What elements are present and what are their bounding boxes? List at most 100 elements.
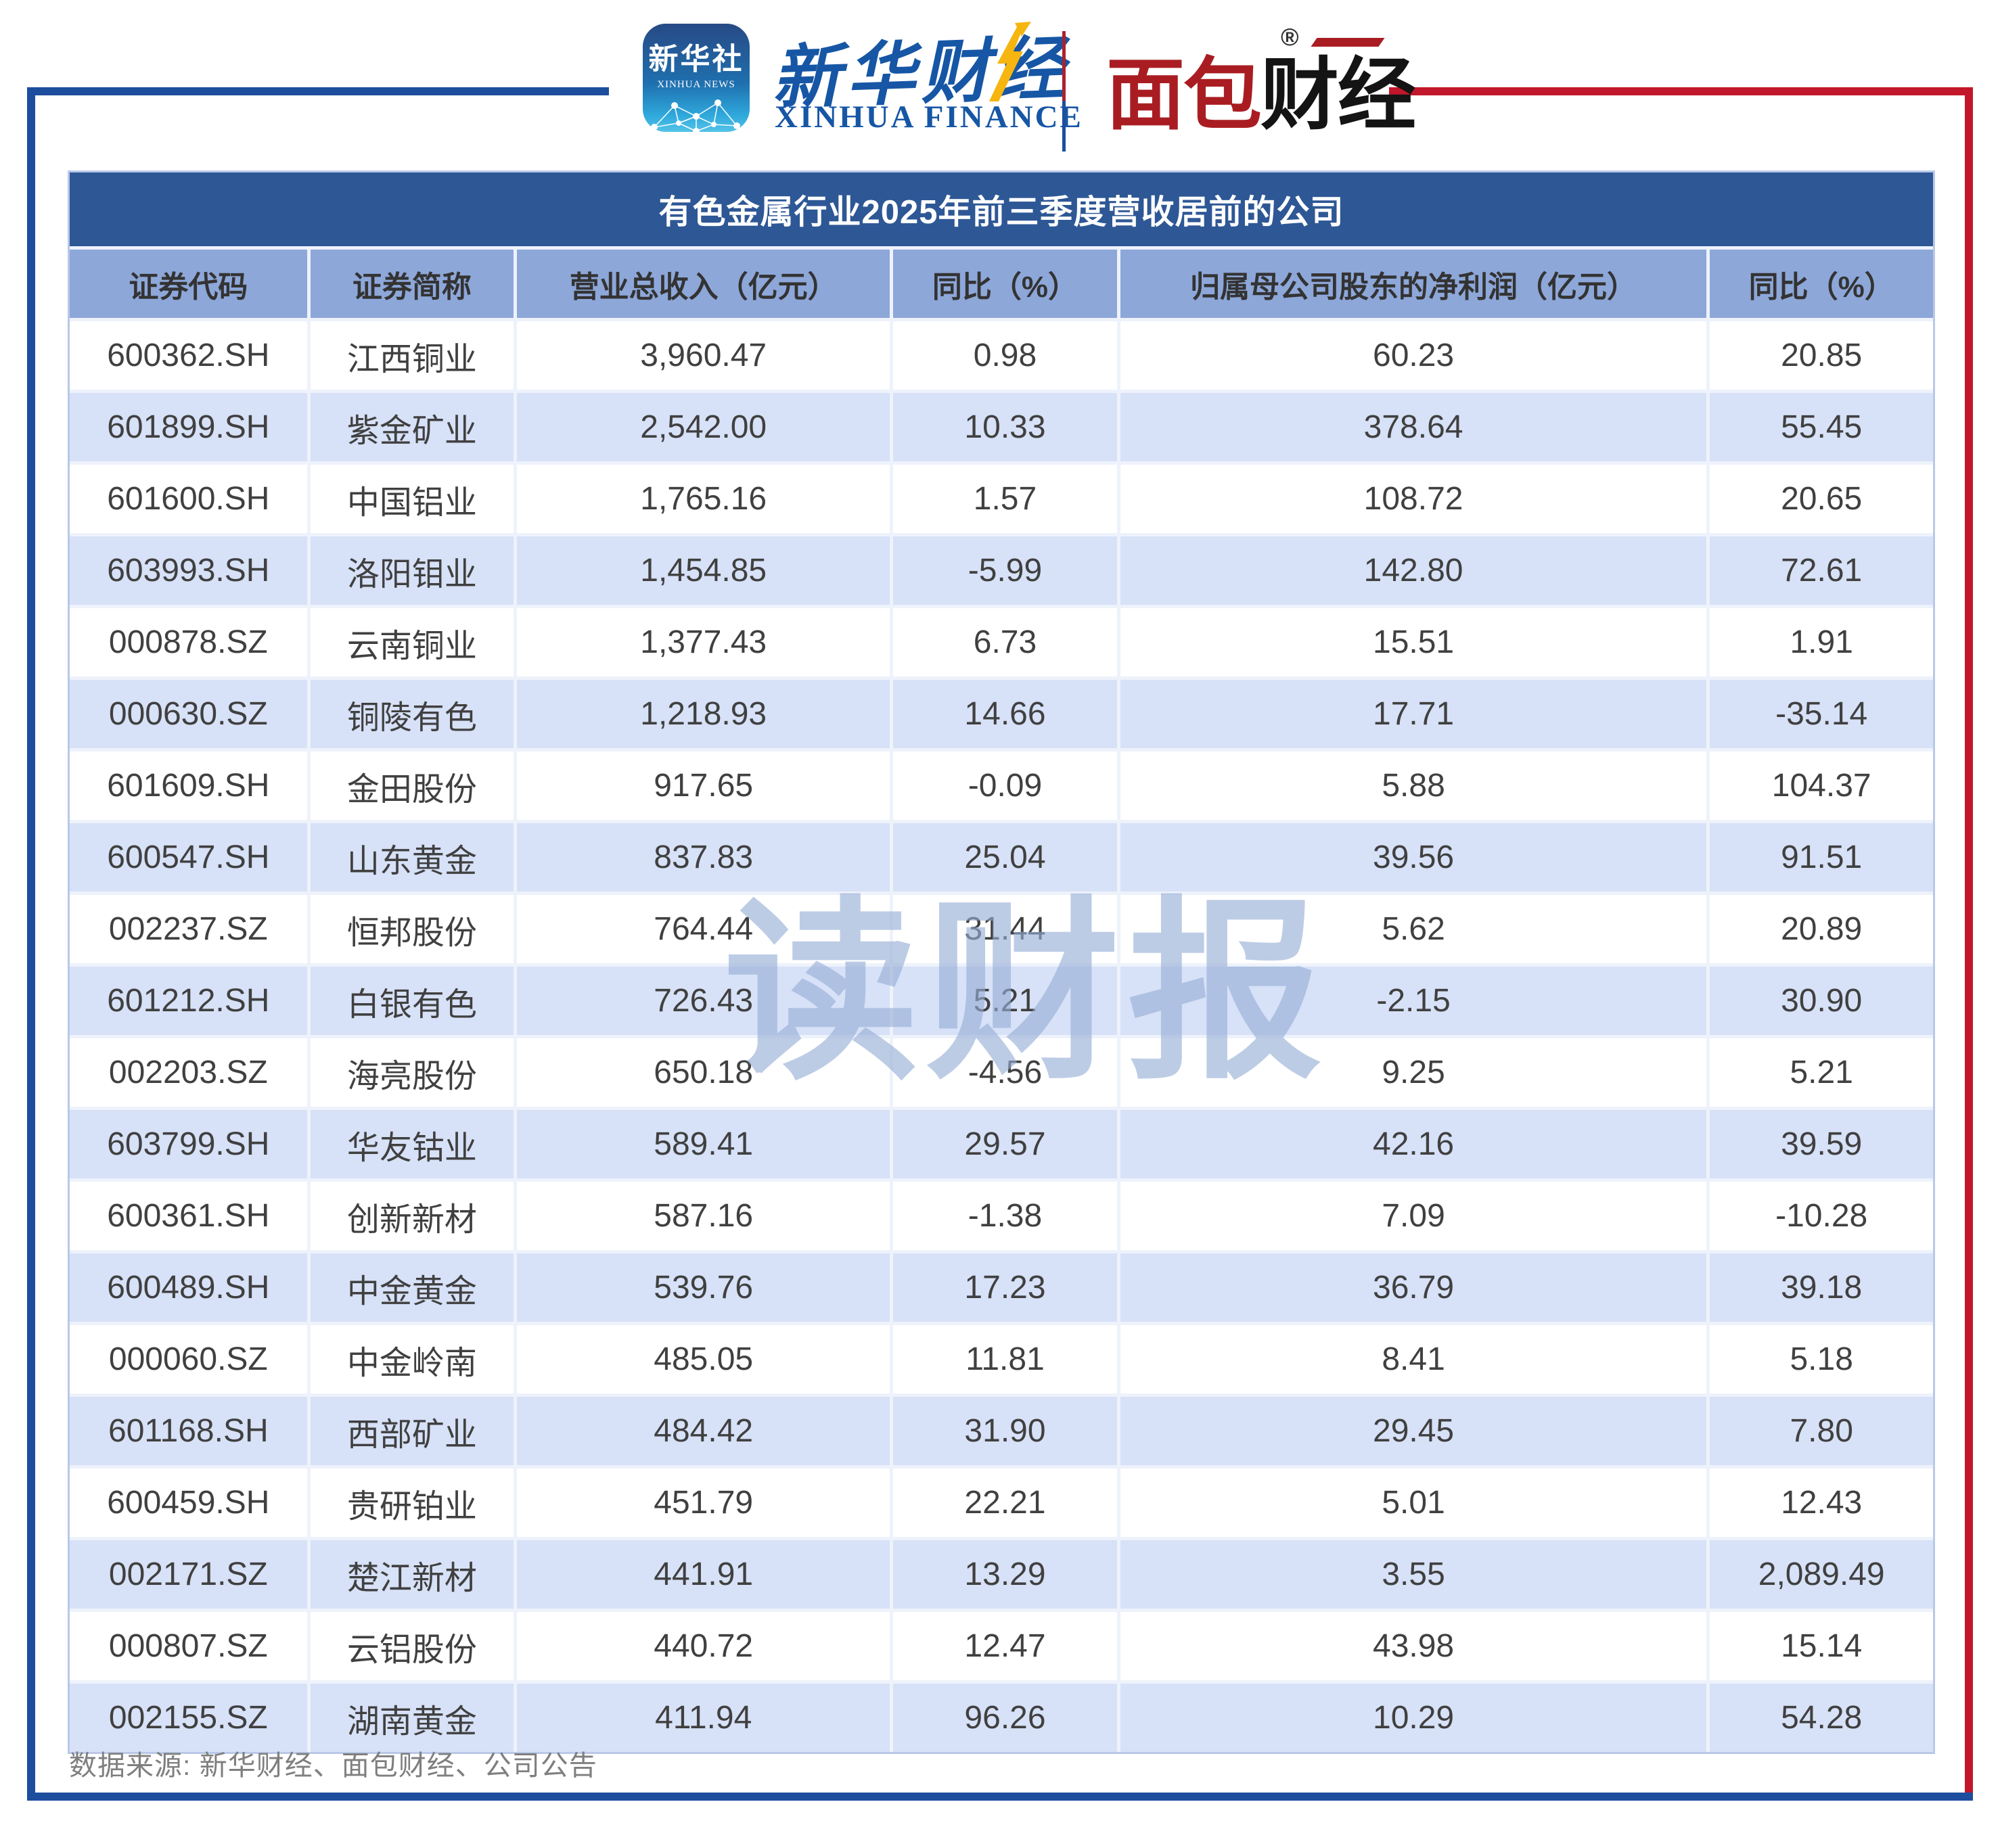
table-cell: 12.43	[1710, 1469, 1933, 1540]
table-cell: 3.55	[1120, 1540, 1710, 1612]
table-cell: 8.41	[1120, 1325, 1710, 1397]
table-cell: 1,765.16	[517, 465, 894, 536]
table-cell: 002155.SZ	[70, 1684, 311, 1752]
col-header-name: 证券简称	[310, 250, 518, 321]
table-cell: 22.21	[893, 1469, 1120, 1540]
table-cell: 54.28	[1710, 1684, 1933, 1752]
table-cell: 5.21	[893, 967, 1120, 1038]
table-cell: 72.61	[1710, 536, 1933, 608]
table-cell: 108.72	[1120, 465, 1710, 536]
table-cell: 山东黄金	[310, 823, 518, 895]
registered-trademark-icon: ®	[1281, 23, 1299, 51]
table-cell: 15.51	[1120, 608, 1710, 680]
table-cell: 31.44	[893, 895, 1120, 967]
table-cell: 中金黄金	[310, 1253, 518, 1325]
table-cell: 金田股份	[310, 752, 518, 823]
table-row: 002203.SZ 海亮股份 650.18 -4.56 9.25 5.21	[70, 1038, 1933, 1110]
table-row: 600459.SH 贵研铂业 451.79 22.21 5.01 12.43	[70, 1469, 1933, 1540]
table-cell: 贵研铂业	[310, 1469, 518, 1540]
table-cell: 484.42	[517, 1397, 894, 1469]
table-cell: 917.65	[517, 752, 894, 823]
table-cell: 000878.SZ	[70, 608, 311, 680]
table-cell: 洛阳钼业	[310, 536, 518, 608]
table-cell: 601600.SH	[70, 465, 311, 536]
table-row: 002155.SZ 湖南黄金 411.94 96.26 10.29 54.28	[70, 1684, 1933, 1752]
table-cell: 39.56	[1120, 823, 1710, 895]
table-cell: 587.16	[517, 1182, 894, 1253]
table-cell: 2,089.49	[1710, 1540, 1933, 1612]
table-row: 601212.SH 白银有色 726.43 5.21 -2.15 30.90	[70, 967, 1933, 1038]
frame-top-left-line	[27, 87, 609, 95]
table-cell: 楚江新材	[310, 1540, 518, 1612]
table-cell: 726.43	[517, 967, 894, 1038]
table-cell: 440.72	[517, 1612, 894, 1684]
table-cell: 29.57	[893, 1110, 1120, 1182]
table-cell: 601899.SH	[70, 393, 311, 465]
col-header-profit-yoy: 同比（%）	[1710, 250, 1933, 321]
table-cell: 43.98	[1120, 1612, 1710, 1684]
table-cell: 20.89	[1710, 895, 1933, 967]
table-cell: 白银有色	[310, 967, 518, 1038]
table-row: 002171.SZ 楚江新材 441.91 13.29 3.55 2,089.49	[70, 1540, 1933, 1612]
table-row: 601899.SH 紫金矿业 2,542.00 10.33 378.64 55.45	[70, 393, 1933, 465]
frame-top-right-line	[1389, 87, 1973, 95]
table-cell: 5.21	[1710, 1038, 1933, 1110]
table-cell: 1.91	[1710, 608, 1933, 680]
table-cell: 9.25	[1120, 1038, 1710, 1110]
table-cell: 10.33	[893, 393, 1120, 465]
table-cell: -1.38	[893, 1182, 1120, 1253]
table-cell: -10.28	[1710, 1182, 1933, 1253]
bread-finance-logo-red: 面包	[1106, 51, 1262, 139]
table-cell: 764.44	[517, 895, 894, 967]
table-cell: 002237.SZ	[70, 895, 311, 967]
table-cell: 5.88	[1120, 752, 1710, 823]
table-cell: 539.76	[517, 1253, 894, 1325]
table-cell: 600547.SH	[70, 823, 311, 895]
table-cell: -5.99	[893, 536, 1120, 608]
table-cell: 600459.SH	[70, 1469, 311, 1540]
table-row: 601168.SH 西部矿业 484.42 31.90 29.45 7.80	[70, 1397, 1933, 1469]
table-cell: -35.14	[1710, 680, 1933, 752]
table-cell: 7.09	[1120, 1182, 1710, 1253]
table-cell: 3,960.47	[517, 321, 894, 393]
bread-finance-logo-black: 财经	[1260, 51, 1416, 139]
table-cell: 5.62	[1120, 895, 1710, 967]
table-cell: 创新新材	[310, 1182, 518, 1253]
table-cell: 441.91	[517, 1540, 894, 1612]
table-cell: 6.73	[893, 608, 1120, 680]
table-cell: 7.80	[1710, 1397, 1933, 1469]
frame-right-line	[1965, 87, 1973, 1793]
table-cell: 5.01	[1120, 1469, 1710, 1540]
table-cell: 837.83	[517, 823, 894, 895]
table-cell: 25.04	[893, 823, 1120, 895]
table-cell: 1,377.43	[517, 608, 894, 680]
table-row: 600547.SH 山东黄金 837.83 25.04 39.56 91.51	[70, 823, 1933, 895]
col-header-net-profit: 归属母公司股东的净利润（亿元）	[1120, 250, 1710, 321]
table-cell: 1,454.85	[517, 536, 894, 608]
table-cell: 海亮股份	[310, 1038, 518, 1110]
xinhua-news-logo-icon: 新华社 XINHUA NEWS	[643, 24, 750, 132]
frame-bottom-line	[27, 1793, 1973, 1801]
table-row: 603799.SH 华友钴业 589.41 29.57 42.16 39.59	[70, 1110, 1933, 1182]
table-cell: 601609.SH	[70, 752, 311, 823]
bread-finance-logo: 面包财经	[1106, 31, 1416, 145]
table-row: 600362.SH 江西铜业 3,960.47 0.98 60.23 20.85	[70, 321, 1933, 393]
table-cell: 江西铜业	[310, 321, 518, 393]
table-row: 600361.SH 创新新材 587.16 -1.38 7.09 -10.28	[70, 1182, 1933, 1253]
table-cell: 000060.SZ	[70, 1325, 311, 1397]
table-cell: 20.85	[1710, 321, 1933, 393]
table-row: 603993.SH 洛阳钼业 1,454.85 -5.99 142.80 72.61	[70, 536, 1933, 608]
table-cell: 铜陵有色	[310, 680, 518, 752]
table-row: 002237.SZ 恒邦股份 764.44 31.44 5.62 20.89	[70, 895, 1933, 967]
data-source-note: 数据来源: 新华财经、面包财经、公司公告	[69, 1750, 597, 1781]
table-cell: 中金岭南	[310, 1325, 518, 1397]
bread-finance-red-accent	[1311, 38, 1385, 47]
xinhua-news-logo-en: XINHUA NEWS	[657, 79, 735, 90]
table-row: 600489.SH 中金黄金 539.76 17.23 36.79 39.18	[70, 1253, 1933, 1325]
table-row: 601600.SH 中国铝业 1,765.16 1.57 108.72 20.65	[70, 465, 1933, 536]
table-cell: 378.64	[1120, 393, 1710, 465]
table-title: 有色金属行业2025年前三季度营收居前的公司	[70, 172, 1933, 250]
col-header-revenue-yoy: 同比（%）	[893, 250, 1120, 321]
network-globe-icon	[651, 99, 740, 132]
table-cell: 91.51	[1710, 823, 1933, 895]
